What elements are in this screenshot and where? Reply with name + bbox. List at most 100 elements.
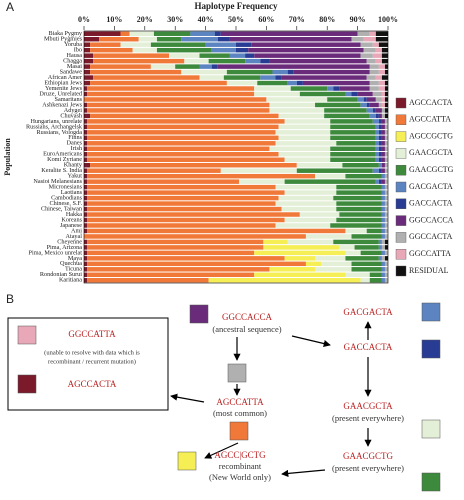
bar-segment	[357, 31, 370, 36]
bar-segment	[169, 53, 200, 58]
node-caption: (present everywhere)	[332, 463, 404, 473]
y-tick-label: Samaritans	[55, 96, 83, 103]
bar-segment	[375, 130, 379, 135]
bar-segment	[378, 42, 388, 47]
bar-segment	[375, 141, 379, 146]
bar-segment	[384, 113, 388, 119]
bar-segment	[366, 108, 373, 113]
y-tick-label: Ami	[71, 227, 82, 234]
y-tick-label: Japanese	[60, 222, 82, 229]
y-tick-label: Micronesians	[49, 184, 83, 191]
panel-label: B	[6, 292, 14, 306]
bar-segment	[275, 141, 337, 146]
y-tick-label: EuroAmericans	[43, 151, 82, 158]
bar-segment	[384, 135, 388, 141]
bar-segment	[336, 141, 376, 146]
bar-segment	[384, 272, 388, 278]
legend-swatch	[395, 248, 407, 260]
bar-segment	[278, 113, 325, 119]
bar-segment	[357, 91, 373, 97]
legend-label: AGCCGCTG	[409, 131, 453, 140]
bar-segment	[87, 223, 276, 228]
bar-segment	[287, 239, 334, 245]
node-note: (unable to resolve with data which is	[44, 349, 140, 356]
bar-segment	[315, 173, 346, 179]
bar-segment	[381, 195, 385, 201]
swatch	[421, 419, 441, 439]
bar-segment	[290, 86, 328, 91]
bar-segment	[381, 58, 388, 64]
bar-segment	[299, 212, 340, 217]
bar-segment	[384, 102, 388, 108]
bar-segment	[384, 157, 388, 162]
bar-segment	[369, 102, 379, 108]
bar-segment	[369, 64, 379, 69]
bar-segment	[363, 36, 376, 42]
bar-segment	[375, 124, 379, 130]
bar-segment	[90, 80, 227, 86]
bar-segment	[254, 86, 291, 91]
x-tick-label: 40%	[198, 15, 214, 24]
bar-segment	[87, 245, 264, 250]
bar-segment	[327, 86, 334, 91]
bar-segment	[363, 47, 376, 53]
y-tick-label: Ticuna	[65, 266, 82, 273]
bar-segment	[375, 146, 379, 152]
y-tick-label: Karitiana	[59, 277, 82, 284]
bar-segment	[120, 31, 130, 36]
bar-segment	[375, 47, 382, 53]
y-tick-label: Finns	[68, 134, 82, 141]
bar-segment	[378, 179, 382, 184]
bar-segment	[214, 31, 221, 36]
bar-segment	[284, 256, 316, 261]
bar-segment	[378, 152, 382, 157]
bar-segment	[84, 152, 88, 157]
bar-segment	[381, 141, 385, 146]
bar-segment	[87, 146, 270, 152]
bar-segment	[381, 272, 385, 278]
node-label: GGCCATTA	[68, 329, 116, 339]
legend-label: RESIDUAL	[409, 266, 449, 275]
bar-segment	[266, 97, 328, 102]
bar-segment	[281, 75, 367, 80]
bar-segment	[360, 42, 373, 47]
bar-segment	[360, 250, 382, 256]
bar-segment	[226, 80, 258, 86]
bar-segment	[217, 36, 230, 42]
bar-segment	[372, 91, 382, 97]
bar-segment	[384, 212, 388, 217]
bar-segment	[369, 113, 376, 119]
bar-segment	[84, 190, 88, 195]
bar-segment	[381, 102, 385, 108]
legend-label: AGCCATTA	[409, 115, 451, 124]
bar-segment	[366, 75, 376, 80]
bar-segment	[287, 80, 297, 86]
bar-segment	[345, 256, 379, 261]
bar-segment	[378, 146, 382, 152]
bar-segment	[351, 36, 364, 42]
bar-segment	[375, 152, 379, 157]
bar-segment	[84, 184, 88, 190]
legend: AGCCACTA AGCCATTA AGCCGCTG GAACGCTA GAACGCTG…	[395, 97, 454, 277]
bar-segment	[345, 173, 382, 179]
bar-segment	[366, 58, 376, 64]
bar-segment	[199, 53, 230, 58]
x-tick-label: 30%	[167, 15, 183, 24]
x-tick-label: 70%	[289, 15, 305, 24]
bar-segment	[287, 69, 294, 75]
bar-segment	[211, 64, 218, 69]
bar-segment	[384, 245, 388, 250]
bar-segment	[384, 97, 388, 102]
legend-label: GGCCACCA	[409, 215, 454, 224]
bar-segment	[84, 201, 88, 206]
bar-segment	[381, 212, 385, 217]
bar-segment	[351, 261, 382, 267]
bar-segment	[381, 184, 385, 190]
bar-segment	[369, 80, 379, 86]
bar-segment	[281, 206, 337, 212]
node-label: GAACGCTA	[343, 401, 393, 411]
bar-segment	[84, 245, 88, 250]
bar-segment	[381, 113, 385, 119]
y-tick-label: Mbuti Pygmies	[44, 36, 83, 43]
